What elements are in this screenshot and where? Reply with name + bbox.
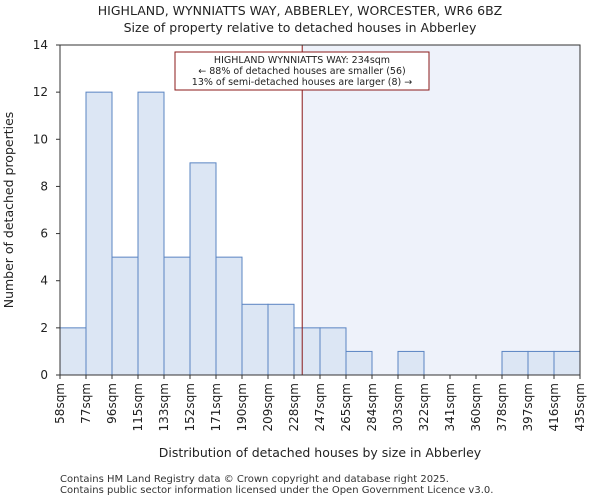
- x-tick-label: 209sqm: [261, 383, 275, 431]
- x-tick-label: 378sqm: [495, 383, 509, 431]
- bar-228sqm: [293, 327, 321, 376]
- x-tick-label: 247sqm: [313, 383, 327, 431]
- y-tick-label: 6: [40, 227, 48, 241]
- footer-licence: Contains public sector information licen…: [60, 485, 494, 496]
- bar-152sqm: [189, 162, 217, 376]
- bar-303sqm: [397, 350, 425, 376]
- x-tick-label: 152sqm: [183, 383, 197, 431]
- y-tick-label: 12: [33, 85, 48, 99]
- chart-title: HIGHLAND, WYNNIATTS WAY, ABBERLEY, WORCE…: [97, 3, 503, 18]
- x-tick-label: 397sqm: [521, 383, 535, 431]
- x-tick-label: 435sqm: [573, 383, 587, 431]
- bar-265sqm: [345, 350, 373, 376]
- x-tick-label: 341sqm: [443, 383, 457, 431]
- x-tick-label: 303sqm: [391, 383, 405, 431]
- bar-247sqm: [319, 327, 347, 376]
- x-tick-label: 77sqm: [79, 383, 93, 424]
- y-tick-label: 14: [33, 38, 48, 52]
- annotation-line-2: ← 88% of detached houses are smaller (56…: [198, 66, 405, 77]
- bar-96sqm: [111, 256, 139, 376]
- x-tick-label: 265sqm: [339, 383, 353, 431]
- x-tick-label: 228sqm: [287, 383, 301, 431]
- x-tick-label: 284sqm: [365, 383, 379, 431]
- x-tick-label: 115sqm: [131, 383, 145, 431]
- bar-77sqm: [85, 91, 113, 376]
- bar-378sqm: [501, 350, 529, 376]
- y-tick-label: 4: [40, 274, 48, 288]
- annotation-box: [174, 51, 430, 91]
- x-tick-label: 416sqm: [547, 383, 561, 431]
- footer-copyright: Contains HM Land Registry data © Crown c…: [60, 474, 449, 485]
- larger-region-highlight: [302, 45, 580, 375]
- bar-115sqm: [137, 91, 165, 376]
- annotation-line-3: 13% of semi-detached houses are larger (…: [192, 77, 412, 88]
- x-tick-label: 360sqm: [469, 383, 483, 431]
- bar-190sqm: [241, 303, 269, 376]
- x-tick-label: 58sqm: [53, 383, 67, 424]
- bar-209sqm: [267, 303, 295, 376]
- annotation-line-1: HIGHLAND WYNNIATTS WAY: 234sqm: [214, 55, 390, 66]
- x-tick-label: 322sqm: [417, 383, 431, 431]
- bar-171sqm: [215, 256, 243, 376]
- x-tick-label: 96sqm: [105, 383, 119, 424]
- y-tick-label: 8: [40, 179, 48, 193]
- plot-frame: [59, 44, 581, 376]
- y-axis-label: Number of detached properties: [1, 112, 16, 309]
- bar-416sqm: [553, 350, 581, 376]
- x-tick-label: 171sqm: [209, 383, 223, 431]
- x-axis-label: Distribution of detached houses by size …: [159, 445, 482, 460]
- y-tick-label: 0: [40, 368, 48, 382]
- bar-397sqm: [527, 350, 555, 376]
- bar-58sqm: [59, 327, 87, 376]
- y-tick-label: 10: [33, 132, 48, 146]
- bar-133sqm: [163, 256, 191, 376]
- chart-subtitle: Size of property relative to detached ho…: [123, 20, 477, 35]
- y-tick-label: 2: [40, 321, 48, 335]
- x-tick-label: 190sqm: [235, 383, 249, 431]
- x-tick-label: 133sqm: [157, 383, 171, 431]
